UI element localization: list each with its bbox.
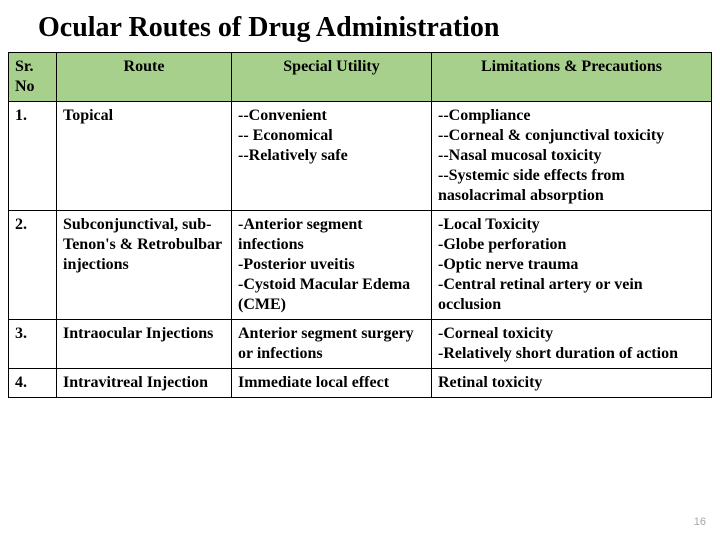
cell-limits: -Corneal toxicity -Relatively short dura… xyxy=(432,320,712,369)
page-title: Ocular Routes of Drug Administration xyxy=(8,8,712,52)
cell-utility: --Convenient -- Economical --Relatively … xyxy=(232,102,432,211)
cell-srno: 4. xyxy=(9,369,57,398)
cell-utility: Anterior segment surgery or infections xyxy=(232,320,432,369)
cell-limits: -Local Toxicity -Globe perforation -Opti… xyxy=(432,211,712,320)
cell-limits: --Compliance --Corneal & conjunctival to… xyxy=(432,102,712,211)
table-row: 3. Intraocular Injections Anterior segme… xyxy=(9,320,712,369)
col-header-limits: Limitations & Precautions xyxy=(432,53,712,102)
cell-route: Subconjunctival, sub-Tenon's & Retrobulb… xyxy=(57,211,232,320)
col-header-route: Route xyxy=(57,53,232,102)
slide-page: Ocular Routes of Drug Administration Sr.… xyxy=(0,0,720,540)
col-header-srno: Sr. No xyxy=(9,53,57,102)
cell-route: Intraocular Injections xyxy=(57,320,232,369)
cell-srno: 2. xyxy=(9,211,57,320)
cell-utility: Immediate local effect xyxy=(232,369,432,398)
cell-srno: 3. xyxy=(9,320,57,369)
table-row: 2. Subconjunctival, sub-Tenon's & Retrob… xyxy=(9,211,712,320)
table-header-row: Sr. No Route Special Utility Limitations… xyxy=(9,53,712,102)
cell-srno: 1. xyxy=(9,102,57,211)
col-header-utility: Special Utility xyxy=(232,53,432,102)
cell-route: Intravitreal Injection xyxy=(57,369,232,398)
cell-limits: Retinal toxicity xyxy=(432,369,712,398)
cell-route: Topical xyxy=(57,102,232,211)
cell-utility: -Anterior segment infections -Posterior … xyxy=(232,211,432,320)
slide-number: 16 xyxy=(694,516,706,528)
table-row: 1. Topical --Convenient -- Economical --… xyxy=(9,102,712,211)
table-row: 4. Intravitreal Injection Immediate loca… xyxy=(9,369,712,398)
routes-table: Sr. No Route Special Utility Limitations… xyxy=(8,52,712,398)
